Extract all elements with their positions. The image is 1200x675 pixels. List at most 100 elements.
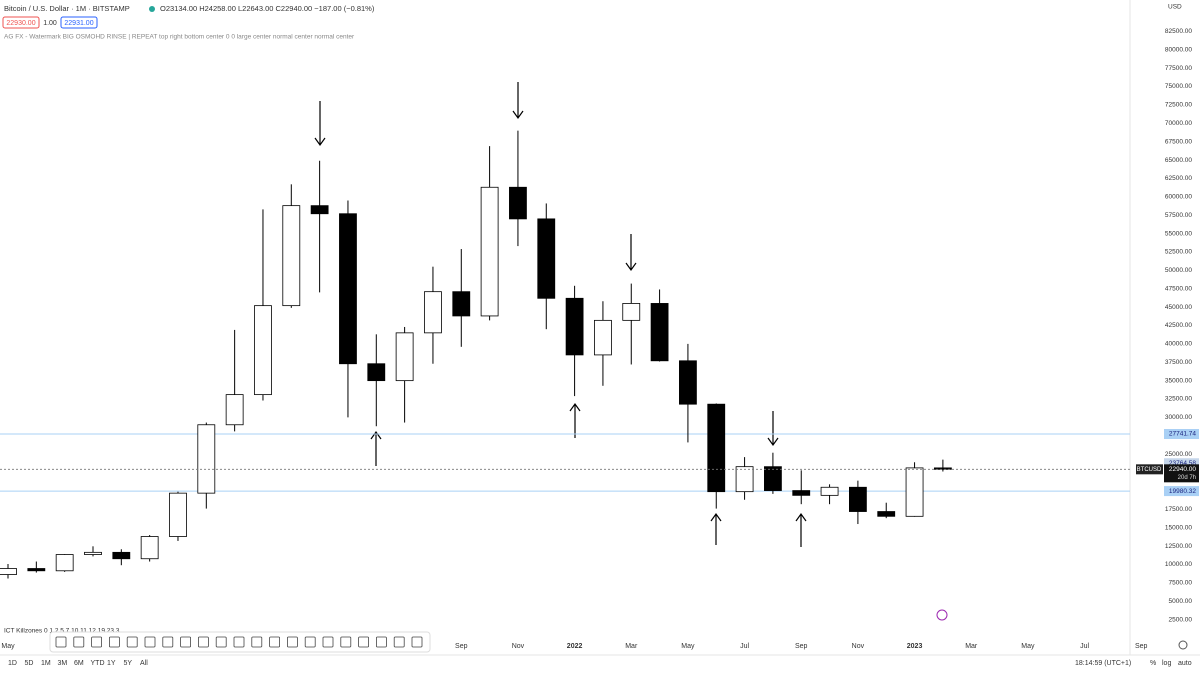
tool-icon[interactable]: [375, 636, 387, 648]
range-button[interactable]: 1Y: [107, 660, 116, 667]
y-tick-label: 72500.00: [1165, 102, 1192, 109]
y-tick-label: 30000.00: [1165, 414, 1192, 421]
tool-icon[interactable]: [197, 636, 209, 648]
candle-body: [254, 305, 272, 396]
tool-icon[interactable]: [109, 636, 120, 648]
tool-icon[interactable]: [251, 636, 263, 648]
buy-box[interactable]: [60, 16, 98, 29]
candle-body: [764, 466, 782, 491]
tool-icon[interactable]: [411, 636, 423, 648]
candle-body: [395, 332, 414, 382]
range-buttons: 1D 5D 1M 3M 6M YTD 1Y 5Y All: [8, 660, 148, 667]
log-toggle[interactable]: log: [1162, 660, 1171, 667]
range-button[interactable]: 6M: [74, 660, 84, 667]
range-button[interactable]: YTD: [91, 660, 105, 667]
x-tick-label: Mar: [625, 643, 638, 650]
auto-toggle[interactable]: auto: [1178, 660, 1192, 667]
y-tick-label: 45000.00: [1165, 304, 1192, 311]
x-tick-label: Nov: [512, 643, 525, 650]
y-tick-label: 47500.00: [1165, 285, 1192, 292]
y-tick-label: 50000.00: [1165, 267, 1192, 274]
candle-body: [27, 568, 46, 572]
price-line-box: [1164, 486, 1199, 497]
x-tick-label: Sep: [455, 643, 468, 650]
candle-body: [877, 511, 896, 517]
sell-price: 22930.00: [6, 20, 35, 27]
candle-body: [849, 486, 867, 512]
ohlc: O23134.00 H24258.00 L22643.00 C22940.00 …: [160, 4, 375, 13]
price-line-label: 23764.58: [1169, 460, 1196, 467]
range-button[interactable]: 1M: [41, 660, 51, 667]
y-tick-label: 37500.00: [1165, 359, 1192, 366]
y-tick-label: 70000.00: [1165, 120, 1192, 127]
range-button[interactable]: All: [140, 660, 148, 667]
clock: 18:14:59 (UTC+1): [1075, 660, 1131, 667]
symbol-label: BTCUSD: [1137, 467, 1162, 473]
tool-icon[interactable]: [55, 636, 67, 648]
candle-body: [905, 467, 924, 517]
y-tick-label: 75000.00: [1165, 83, 1192, 90]
candle-body: [792, 490, 811, 496]
y-tick-label: 65000.00: [1165, 157, 1192, 164]
tool-icon[interactable]: [269, 636, 281, 648]
y-tick-label: 25000.00: [1165, 451, 1192, 458]
tool-icon[interactable]: [215, 636, 227, 648]
price-line-box: [1164, 429, 1199, 440]
candle-body: [622, 303, 641, 321]
x-tick-label: Jul: [1080, 643, 1089, 650]
tool-icon[interactable]: [358, 636, 370, 648]
tool-icon[interactable]: [393, 636, 405, 648]
buy-price: 22931.00: [64, 20, 93, 27]
candle-body: [282, 205, 301, 307]
range-button[interactable]: 5Y: [124, 660, 133, 667]
range-button[interactable]: 3M: [58, 660, 68, 667]
y-tick-label: 57500.00: [1165, 212, 1192, 219]
candle-body: [310, 205, 329, 215]
candle-body: [367, 363, 386, 382]
y-tick-label: 80000.00: [1165, 46, 1192, 53]
status-dot: [149, 6, 155, 12]
settings-icon[interactable]: [1178, 640, 1188, 650]
candle-body: [339, 213, 357, 365]
tool-icon[interactable]: [126, 636, 138, 648]
tool-icon[interactable]: [91, 636, 102, 648]
candle-body: [112, 551, 131, 560]
sell-box[interactable]: [2, 16, 40, 29]
candle-body: [424, 291, 442, 334]
candle-body: [0, 568, 17, 575]
candle-body: [480, 186, 499, 317]
candle-body: [820, 486, 839, 496]
range-button[interactable]: 1D: [8, 660, 17, 667]
tool-icon[interactable]: [304, 636, 316, 648]
tool-icon[interactable]: [73, 636, 85, 648]
candle-body: [169, 492, 187, 537]
spread: 1.00: [43, 20, 57, 27]
range-button[interactable]: 5D: [25, 660, 34, 667]
currency[interactable]: USD: [1168, 4, 1182, 11]
price-line-label: 27741.74: [1169, 431, 1196, 438]
candle-body: [537, 218, 556, 299]
x-tick-label: 2023: [907, 643, 923, 650]
alert-icon[interactable]: [936, 609, 948, 621]
tool-icon[interactable]: [286, 636, 298, 648]
percent-toggle[interactable]: %: [1150, 660, 1156, 667]
tool-icon[interactable]: [162, 636, 174, 648]
y-tick-label: 7500.00: [1169, 580, 1193, 587]
candle-body: [55, 554, 74, 572]
price-line-box: [1164, 458, 1199, 469]
tool-icon[interactable]: [322, 636, 334, 648]
candle-body: [650, 303, 669, 362]
tool-icon[interactable]: [233, 636, 245, 648]
x-tick-label: May: [681, 643, 695, 650]
y-tick-label: 32500.00: [1165, 396, 1192, 403]
last-price-label: 22940.00: [1169, 466, 1196, 473]
candle-body: [225, 394, 244, 426]
y-tick-label: 67500.00: [1165, 138, 1192, 145]
killzones-label: ICT Killzones 0 1 2 5 7 10 11 12 19 23 3: [4, 628, 120, 635]
indicator-label: AG FX - Watermark BIG OSMOHD RINSE | REP…: [4, 34, 355, 41]
x-tick-label: Mar: [965, 643, 978, 650]
tool-icon[interactable]: [144, 636, 156, 648]
tool-icon[interactable]: [180, 636, 192, 648]
tool-icon[interactable]: [340, 636, 352, 648]
candle-body: [452, 291, 471, 317]
